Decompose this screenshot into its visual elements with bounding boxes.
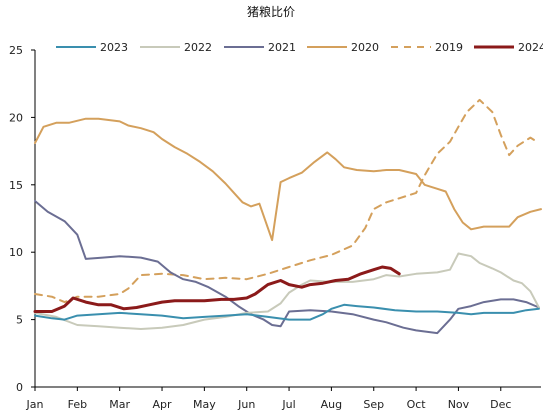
y-tick-label: 10 [9, 246, 23, 259]
x-tick-label: Mar [109, 398, 130, 411]
y-tick-label: 5 [16, 314, 23, 327]
x-tick-label: Dec [490, 398, 511, 411]
x-tick-label: Apr [153, 398, 173, 411]
y-tick-label: 20 [9, 111, 23, 124]
x-tick-label: May [193, 398, 216, 411]
y-tick-label: 15 [9, 179, 23, 192]
legend-label-2020: 2020 [351, 41, 379, 54]
chart-title: 猪粮比价 [247, 4, 295, 19]
y-tick-label: 25 [9, 44, 23, 57]
series-line-2019 [34, 98, 540, 304]
y-tick-label: 0 [16, 381, 23, 394]
x-tick-label: Feb [68, 398, 87, 411]
legend-label-2022: 2022 [184, 41, 212, 54]
x-tick-label: Aug [321, 398, 342, 411]
series-line-2022 [34, 252, 540, 330]
plot-area [33, 98, 542, 335]
axes: 0 5 10 15 20 25 Jan Feb Mar Apr May Jun Jul Aug Sep Oct… [9, 44, 541, 411]
series-line-2020 [34, 117, 542, 242]
legend-label-2023: 2023 [100, 41, 128, 54]
x-tick-label: Jan [26, 398, 44, 411]
series-line-2021 [34, 200, 540, 335]
x-tick-label: Jun [237, 398, 255, 411]
series-line-2024 [33, 265, 401, 313]
x-tick-label: Jul [281, 398, 295, 411]
x-tick-label: Sep [363, 398, 384, 411]
x-tick-label: Oct [407, 398, 427, 411]
legend-label-2021: 2021 [268, 41, 296, 54]
series-line-2023 [34, 303, 540, 321]
x-tick-label: Nov [448, 398, 470, 411]
legend-label-2019: 2019 [435, 41, 463, 54]
legend-label-2024: 2024 [518, 41, 543, 54]
legend: 2023 2022 2021 2020 2019 2024 [56, 41, 543, 54]
